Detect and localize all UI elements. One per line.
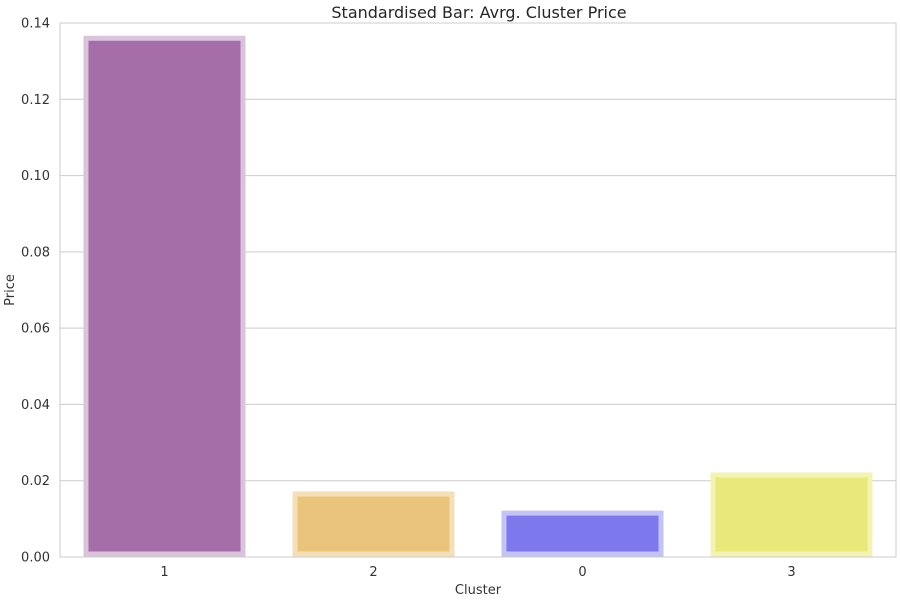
y-tick-label: 0.12 bbox=[21, 93, 50, 108]
y-tick-label: 0.08 bbox=[21, 245, 50, 260]
y-tick-label: 0.06 bbox=[21, 322, 50, 337]
y-tick-label: 0.04 bbox=[21, 398, 50, 413]
y-tick-labels: 0.00 0.02 0.04 0.06 0.08 0.10 0.12 0.14 bbox=[21, 17, 50, 566]
x-tick-labels: 1 2 0 3 bbox=[160, 565, 795, 580]
bar-cluster-3 bbox=[710, 472, 873, 557]
x-tick-label: 1 bbox=[160, 565, 168, 580]
y-axis-label: Price bbox=[3, 274, 18, 306]
bars bbox=[83, 35, 873, 557]
x-tick-label: 0 bbox=[578, 565, 586, 580]
y-tick-label: 0.14 bbox=[21, 17, 50, 32]
x-axis-label: Cluster bbox=[455, 583, 502, 598]
y-tick-label: 0.00 bbox=[21, 551, 50, 566]
y-tick-label: 0.10 bbox=[21, 169, 50, 184]
plot-frame bbox=[59, 22, 897, 558]
bar-cluster-0 bbox=[501, 510, 664, 557]
bar-cluster-2 bbox=[292, 491, 455, 557]
bar-cluster-1 bbox=[83, 35, 246, 557]
chart-title: Standardised Bar: Avrg. Cluster Price bbox=[331, 3, 626, 22]
x-tick-label: 2 bbox=[369, 565, 377, 580]
x-tick-label: 3 bbox=[787, 565, 795, 580]
y-tick-label: 0.02 bbox=[21, 474, 50, 489]
